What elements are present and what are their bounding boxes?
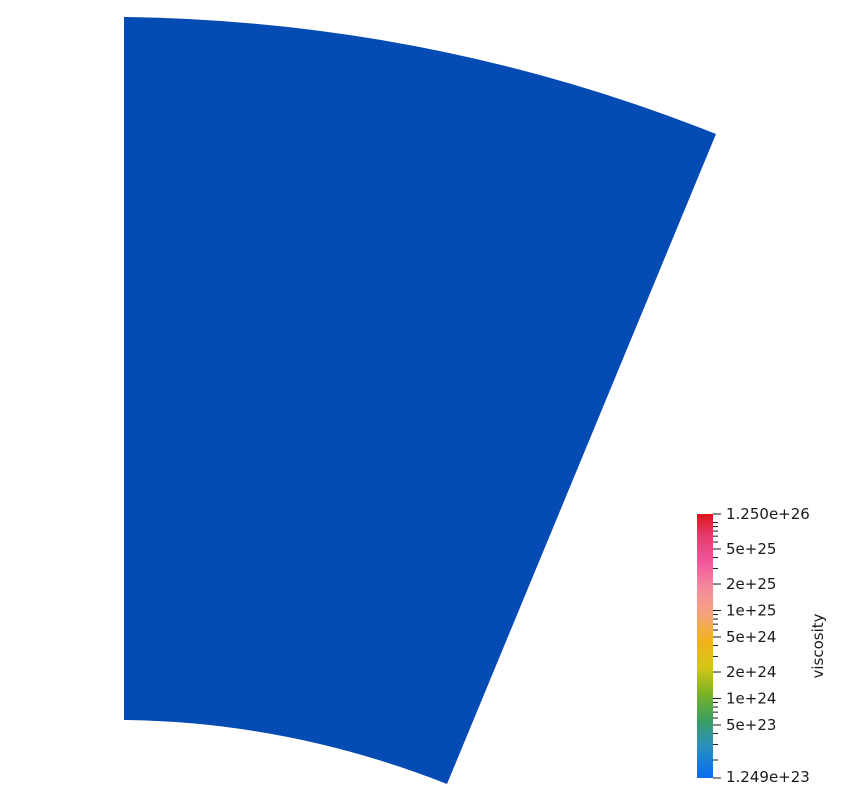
colorbar-tick-label: 2e+25 xyxy=(726,575,776,593)
colorbar-tick-label: 1e+24 xyxy=(726,690,776,708)
colorbar-gradient xyxy=(697,514,713,778)
colorbar-tick-label: 2e+24 xyxy=(726,663,776,681)
colorbar-min-label: 1.249e+23 xyxy=(726,768,810,786)
colorbar-title: viscosity xyxy=(809,613,827,678)
colorbar: 5e+23 1e+24 2e+24 5e+24 1e+25 2e+25 5e+25 1.25… xyxy=(697,505,827,786)
colorbar-ticks xyxy=(713,513,721,779)
colorbar-tick-labels: 5e+23 1e+24 2e+24 5e+24 1e+25 2e+25 5e+25 xyxy=(726,540,776,734)
mesh-domain[interactable] xyxy=(124,17,716,784)
colorbar-tick-label: 5e+24 xyxy=(726,628,776,646)
colorbar-max-label: 1.250e+26 xyxy=(726,505,810,523)
colorbar-tick-label: 5e+23 xyxy=(726,716,776,734)
colorbar-tick-label: 5e+25 xyxy=(726,540,776,558)
colorbar-tick-label: 1e+25 xyxy=(726,602,776,620)
